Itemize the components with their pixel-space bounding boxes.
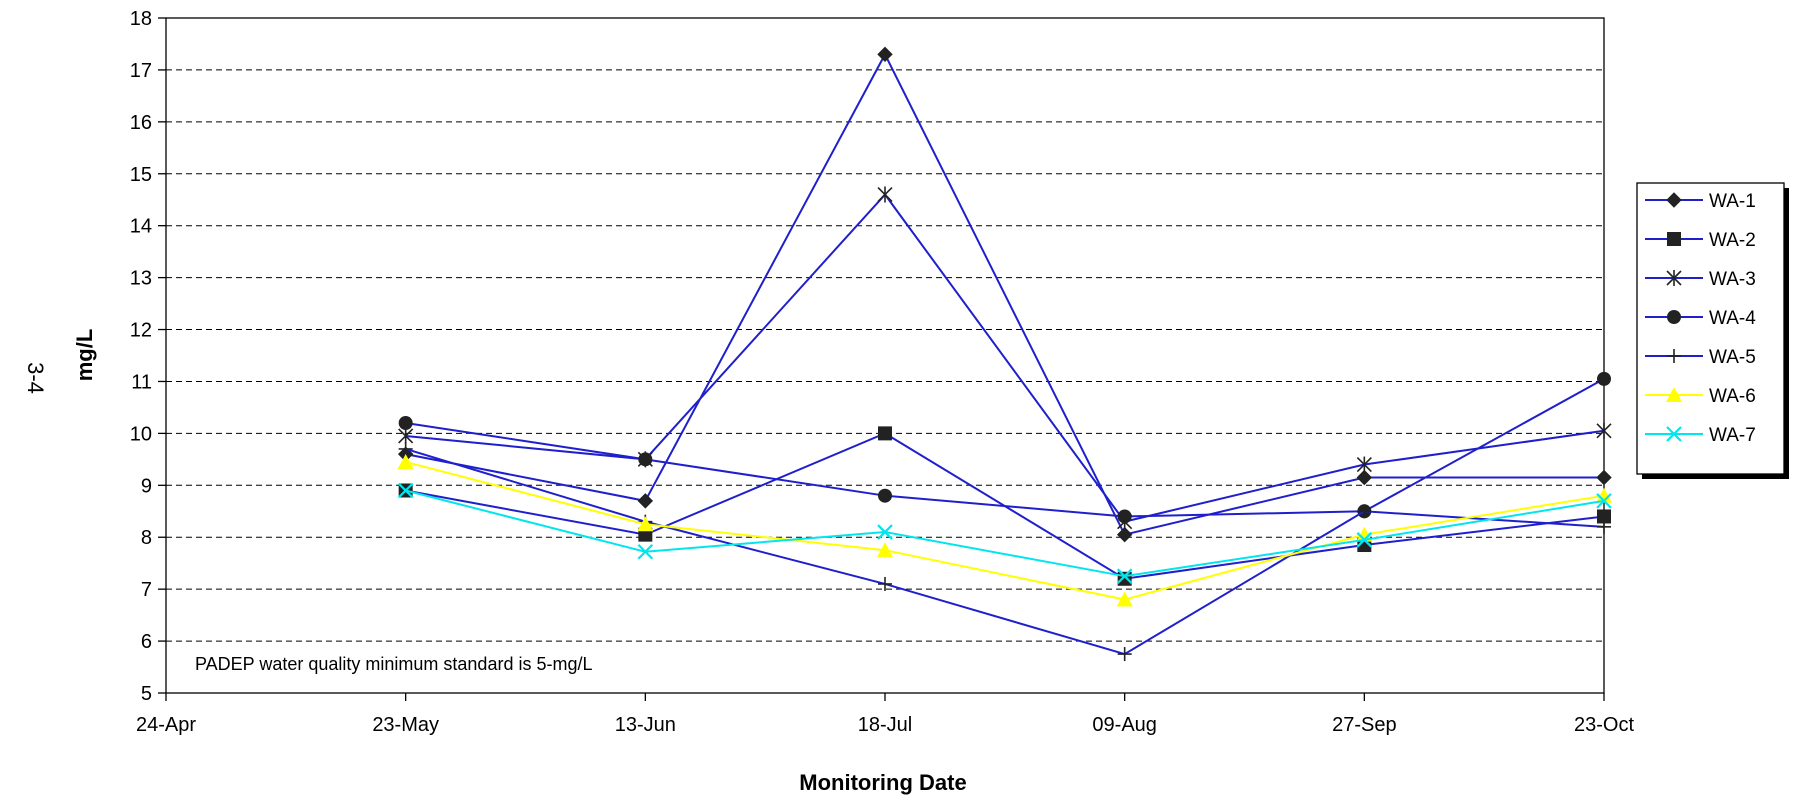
data-point-x bbox=[1666, 426, 1682, 442]
x-tick-label: 24-Apr bbox=[136, 714, 196, 736]
data-point-diamond bbox=[1356, 469, 1373, 486]
legend-label: WA-5 bbox=[1709, 347, 1756, 368]
x-tick-label: 13-Jun bbox=[615, 714, 676, 736]
legend-entry: WA-3 bbox=[1645, 269, 1756, 290]
legend-box bbox=[1636, 182, 1785, 475]
series-WA-4 bbox=[398, 371, 1611, 524]
data-point-diamond bbox=[637, 493, 654, 509]
x-tick-label: 23-May bbox=[372, 714, 439, 736]
y-tick-label: 7 bbox=[141, 579, 152, 601]
data-point-circle bbox=[1667, 310, 1681, 324]
legend-label: WA-4 bbox=[1709, 308, 1756, 329]
data-point-triangle bbox=[1596, 487, 1612, 503]
y-tick-label: 18 bbox=[130, 8, 152, 30]
data-point-plus bbox=[1597, 519, 1611, 534]
data-point-x bbox=[877, 524, 893, 540]
legend-entry: WA-5 bbox=[1645, 347, 1756, 368]
data-point-square bbox=[1597, 509, 1611, 524]
series-line bbox=[405, 460, 1605, 601]
y-tick-label: 15 bbox=[130, 164, 152, 186]
data-point-triangle bbox=[1356, 526, 1373, 542]
data-point-square bbox=[878, 426, 892, 441]
legend-label: WA-2 bbox=[1709, 230, 1756, 251]
x-tick-label: 18-Jul bbox=[858, 714, 912, 736]
data-point-triangle bbox=[637, 516, 654, 532]
y-tick-label: 8 bbox=[141, 527, 152, 549]
data-point-square bbox=[1667, 232, 1681, 246]
data-point-square bbox=[1117, 571, 1132, 586]
y-tick-label: 10 bbox=[130, 423, 152, 445]
series-WA-6 bbox=[397, 453, 1612, 607]
y-tick-label: 17 bbox=[130, 60, 152, 82]
data-point-x bbox=[1596, 493, 1612, 509]
data-point-diamond bbox=[1596, 469, 1612, 486]
x-tick-label: 09-Aug bbox=[1092, 714, 1157, 736]
data-point-circle bbox=[1117, 509, 1132, 524]
legend-entry: WA-1 bbox=[1645, 191, 1756, 212]
data-point-plus bbox=[1357, 504, 1372, 519]
x-tick-label: 23-Oct bbox=[1574, 714, 1634, 736]
data-point-x bbox=[397, 482, 414, 499]
y-tick-label: 11 bbox=[131, 371, 152, 393]
annotation-note: PADEP water quality minimum standard is … bbox=[195, 654, 593, 674]
data-point-plus bbox=[1117, 647, 1132, 662]
data-point-x bbox=[1116, 568, 1133, 584]
data-point-plus bbox=[1667, 349, 1681, 363]
axes: 5 6 7 8 9 10 11 12 13 14 15 16 17 18 24-Apr 23-May 13-Ju… bbox=[130, 8, 1635, 736]
data-point-x bbox=[1356, 532, 1373, 548]
data-point-asterisk bbox=[1356, 456, 1372, 473]
legend-entry: WA-7 bbox=[1645, 425, 1756, 446]
data-point-asterisk bbox=[398, 427, 414, 444]
y-tick-label: 9 bbox=[141, 475, 152, 497]
data-point-plus bbox=[398, 441, 413, 456]
y-tick-label: 12 bbox=[130, 320, 152, 342]
series-line bbox=[405, 52, 1604, 536]
data-point-triangle bbox=[1116, 591, 1133, 607]
data-point-asterisk bbox=[1666, 270, 1682, 286]
data-point-circle bbox=[878, 488, 892, 503]
data-point-diamond bbox=[1666, 192, 1682, 208]
y-tick-label: 14 bbox=[130, 216, 152, 238]
data-point-diamond bbox=[877, 46, 893, 63]
data-point-circle bbox=[638, 452, 653, 467]
data-point-triangle bbox=[397, 453, 414, 469]
legend-label: WA-7 bbox=[1709, 425, 1756, 446]
data-point-circle bbox=[1597, 371, 1611, 386]
legend-label: WA-3 bbox=[1709, 269, 1756, 290]
data-point-asterisk bbox=[1596, 422, 1612, 439]
data-point-triangle bbox=[1666, 387, 1682, 402]
series-WA-7 bbox=[397, 482, 1612, 584]
data-point-x bbox=[637, 543, 654, 560]
legend: WA-1 WA-2 WA-3 WA-4 WA-5 WA-6 WA-7 bbox=[1636, 182, 1789, 479]
y-tick-label: 6 bbox=[141, 631, 152, 653]
data-point-circle bbox=[398, 416, 413, 430]
y-tick-label: 13 bbox=[130, 268, 152, 290]
page-number: 3-4 bbox=[23, 362, 48, 394]
series-line bbox=[405, 448, 1605, 656]
legend-label: WA-6 bbox=[1709, 386, 1756, 407]
legend-entry: WA-2 bbox=[1645, 230, 1756, 251]
data-point-plus bbox=[878, 576, 892, 591]
legend-entry: WA-4 bbox=[1645, 308, 1756, 329]
x-tick-label: 27-Sep bbox=[1332, 714, 1397, 736]
data-point-triangle bbox=[877, 542, 893, 558]
y-tick-label: 5 bbox=[141, 683, 152, 705]
series-line bbox=[405, 377, 1605, 518]
y-axis-title: mg/L bbox=[72, 329, 97, 382]
data-point-asterisk bbox=[877, 186, 893, 203]
legend-label: WA-1 bbox=[1709, 191, 1756, 212]
y-tick-label: 16 bbox=[130, 112, 152, 134]
data-point-diamond bbox=[1116, 526, 1133, 543]
series-line bbox=[405, 489, 1605, 578]
legend-entry: WA-6 bbox=[1645, 386, 1756, 407]
plot-area-border bbox=[165, 17, 1605, 694]
series bbox=[397, 46, 1612, 662]
series-line bbox=[405, 192, 1605, 523]
x-axis-title: Monitoring Date bbox=[799, 770, 966, 795]
